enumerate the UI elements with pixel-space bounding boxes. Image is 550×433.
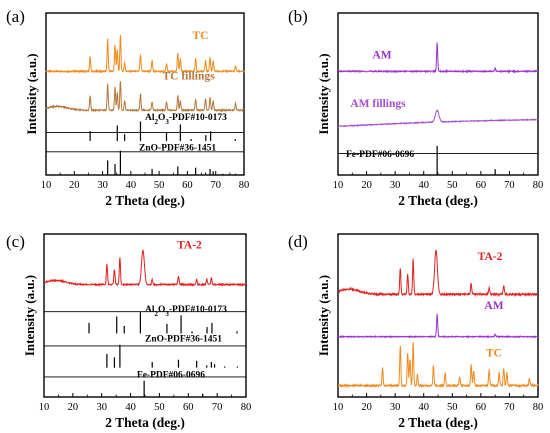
x-tick-label: 20 [69, 180, 80, 191]
x-tick-label: 80 [241, 402, 252, 413]
x-tick-label: 40 [125, 402, 136, 413]
y-axis-label: Intensity (a.u.) [316, 275, 331, 356]
x-tick-label: 30 [96, 402, 107, 413]
series-label: TA-2 [478, 251, 503, 263]
x-tick-label: 70 [504, 180, 515, 191]
series-label: AM [372, 49, 391, 61]
x-axis-label: 2 Theta (deg.) [398, 415, 478, 430]
x-tick-label: 80 [533, 180, 544, 191]
series-label: TA-2 [177, 240, 202, 252]
x-tick-label: 50 [447, 402, 458, 413]
y-axis-label: Intensity (a.u.) [24, 53, 39, 134]
reference-label: Al2O3-PDF#10-0173 [145, 305, 227, 318]
x-axis-label: 2 Theta (deg.) [398, 193, 478, 208]
series-line-tc [337, 342, 539, 389]
series-line-tc [45, 34, 245, 74]
x-tick-label: 80 [533, 402, 544, 413]
x-tick-label: 70 [212, 402, 223, 413]
x-tick-label: 80 [239, 180, 250, 191]
plot-frame [337, 233, 539, 398]
x-tick-label: 10 [39, 402, 50, 413]
panel-label: (c) [6, 232, 25, 251]
series-line-tc-fillings [45, 81, 245, 113]
x-axis-label: 2 Theta (deg.) [105, 193, 185, 208]
series-label: TC fillings [163, 70, 216, 82]
chart-panel-4: (d) 10 20 30 40 50 60 70 80 2 Theta (deg.) Intensi… [288, 232, 543, 430]
panel-label: (a) [6, 7, 25, 26]
panel-label: (b) [288, 7, 308, 26]
x-tick-label: 20 [361, 402, 372, 413]
reference-label: Fe-PDF#06-0696 [346, 150, 414, 160]
x-tick-label: 10 [333, 180, 344, 191]
series-label: TC [486, 347, 502, 359]
series-label: AM fillings [350, 98, 406, 110]
x-tick-label: 50 [154, 180, 165, 191]
x-tick-label: 60 [182, 180, 193, 191]
chart-panel-2: (b) 10 20 30 40 50 60 70 80 2 Theta (deg.) Intensi… [288, 7, 543, 208]
x-tick-label: 60 [183, 402, 194, 413]
series-label: TC [192, 30, 208, 42]
x-tick-label: 60 [476, 402, 487, 413]
series-line-ta-2 [43, 249, 247, 288]
chart-panel-1: (a) 10 20 30 40 50 60 70 80 2 Theta (deg.) Intensi… [6, 7, 249, 208]
x-tick-label: 30 [97, 180, 108, 191]
x-tick-label: 10 [333, 402, 344, 413]
x-tick-label: 10 [41, 180, 52, 191]
x-tick-label: 40 [126, 180, 137, 191]
chart-panel-3: (c) 10 20 30 40 50 60 70 80 2 Theta (deg.) Intensi… [6, 232, 251, 430]
x-tick-label: 20 [361, 180, 372, 191]
x-tick-label: 70 [210, 180, 221, 191]
series-label: AM [484, 300, 503, 312]
x-tick-label: 40 [418, 180, 429, 191]
series-line-ta-2 [337, 249, 539, 298]
y-axis-label: Intensity (a.u.) [22, 275, 37, 356]
x-axis-label: 2 Theta (deg.) [105, 415, 185, 430]
x-tick-label: 40 [418, 402, 429, 413]
x-tick-label: 30 [390, 402, 401, 413]
series-line-am [337, 42, 539, 74]
panel-label: (d) [288, 232, 308, 251]
reference-label: ZnO-PDF#36-1451 [145, 335, 222, 345]
x-tick-label: 70 [504, 402, 515, 413]
x-tick-label: 60 [476, 180, 487, 191]
y-axis-label: Intensity (a.u.) [316, 53, 331, 134]
reference-label: Al2O3-PDF#10-0173 [145, 113, 227, 126]
reference-label: Fe-PDF#06-0696 [137, 370, 205, 380]
reference-label: ZnO-PDF#36-1451 [139, 144, 216, 154]
x-tick-label: 50 [154, 402, 165, 413]
series-line-am-fillings [337, 109, 539, 128]
x-tick-label: 50 [447, 180, 458, 191]
x-tick-label: 20 [68, 402, 79, 413]
x-tick-label: 30 [390, 180, 401, 191]
series-line-am [337, 313, 539, 339]
